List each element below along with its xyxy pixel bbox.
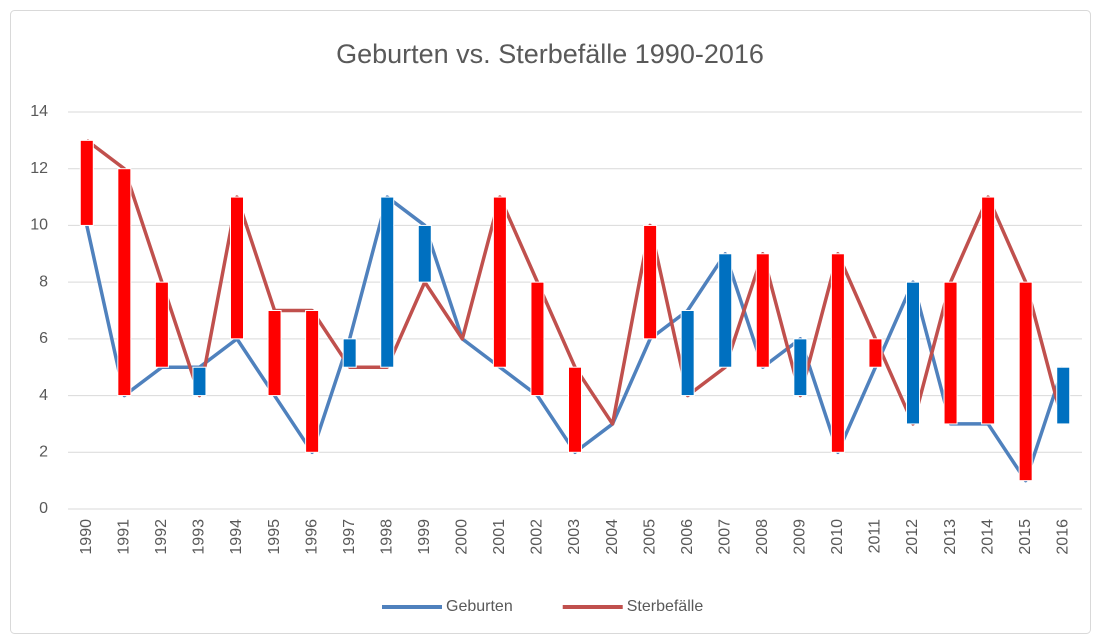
- x-tick-label: 1991: [116, 519, 133, 555]
- x-tick-label: 2013: [942, 519, 959, 555]
- up-down-bar: [342, 338, 357, 368]
- up-down-bar: [643, 224, 658, 340]
- x-tick-label: 1997: [341, 519, 358, 555]
- x-tick-label: 1992: [153, 519, 170, 555]
- x-tick-label: 1994: [228, 519, 245, 555]
- y-tick-label: 6: [39, 330, 48, 347]
- y-tick-label: 12: [30, 160, 48, 177]
- up-down-bar: [755, 253, 770, 368]
- x-tick-label: 2012: [904, 519, 921, 555]
- up-down-bar: [568, 366, 582, 453]
- y-tick-label: 10: [30, 217, 48, 234]
- up-down-bar: [718, 253, 733, 368]
- x-tick-label: 1995: [266, 519, 283, 555]
- x-tick-label: 2001: [491, 519, 508, 555]
- y-tick-label: 4: [39, 387, 48, 404]
- x-tick-label: 2000: [454, 519, 471, 555]
- chart-border: [10, 10, 1091, 634]
- x-tick-label: 2005: [641, 519, 658, 555]
- y-tick-label: 0: [39, 500, 48, 517]
- legend-label: Sterbefälle: [627, 598, 704, 615]
- x-tick-label: 1999: [416, 519, 433, 555]
- x-tick-label: 2014: [979, 519, 996, 555]
- x-tick-label: 2002: [529, 519, 546, 555]
- up-down-bar: [1056, 366, 1071, 425]
- up-down-bar: [79, 139, 94, 226]
- y-tick-label: 2: [39, 444, 48, 461]
- x-tick-label: 2004: [604, 519, 621, 555]
- up-down-bar: [154, 281, 169, 368]
- up-down-bar: [906, 281, 920, 425]
- y-tick-label: 8: [39, 273, 48, 290]
- up-down-bar: [530, 281, 545, 397]
- chart-title: Geburten vs. Sterbefälle 1990-2016: [336, 39, 764, 69]
- up-down-bar: [868, 338, 883, 368]
- up-down-bar: [267, 310, 282, 397]
- up-down-bar: [680, 310, 695, 397]
- up-down-bar: [1018, 281, 1033, 482]
- x-tick-label: 1996: [303, 519, 320, 555]
- y-tick-label: 14: [30, 103, 48, 120]
- legend-label: Geburten: [446, 598, 513, 615]
- x-tick-label: 2011: [867, 519, 884, 554]
- up-down-bar: [230, 196, 244, 340]
- x-tick-label: 1998: [378, 519, 395, 555]
- x-tick-label: 2010: [829, 519, 846, 555]
- up-down-bar: [305, 310, 320, 453]
- x-tick-label: 1993: [191, 519, 208, 555]
- up-down-bar: [192, 366, 207, 397]
- x-tick-label: 2009: [792, 519, 809, 555]
- up-down-bar: [117, 168, 132, 397]
- x-tick-label: 1990: [78, 519, 95, 555]
- up-down-bar: [417, 224, 432, 283]
- up-down-bar: [492, 196, 507, 368]
- x-tick-label: 2003: [566, 519, 583, 555]
- up-down-bar: [830, 253, 845, 453]
- up-down-bar: [943, 281, 958, 425]
- up-down-bar: [981, 196, 996, 425]
- up-down-bar: [793, 338, 808, 397]
- x-tick-label: 2006: [679, 519, 696, 555]
- x-tick-label: 2007: [716, 519, 733, 555]
- x-tick-label: 2008: [754, 519, 771, 555]
- x-tick-label: 2016: [1054, 519, 1071, 555]
- x-tick-label: 2015: [1017, 519, 1034, 555]
- up-down-bar: [380, 196, 395, 368]
